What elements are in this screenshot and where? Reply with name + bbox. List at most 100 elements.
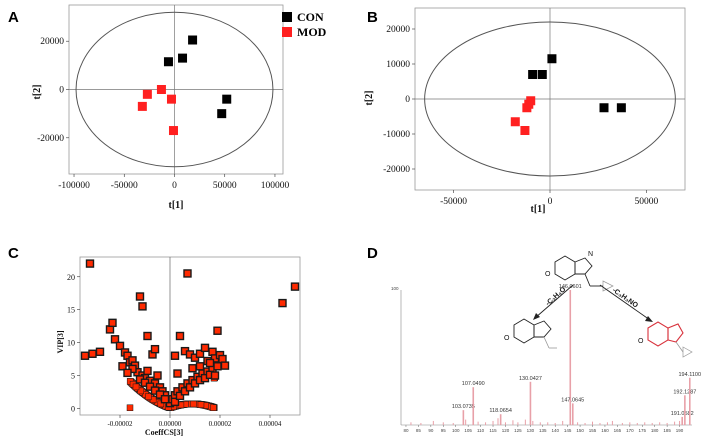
chart-a-legend: CON MOD [282,10,327,39]
left-pyrrole-ring [533,320,552,338]
chart-b-point-con [547,54,557,64]
chart-b-ytick-label: 20000 [386,25,410,35]
chart-c-point [170,351,180,360]
chart-c-point [160,395,170,404]
chart-d-xtick-label: 140 [551,428,559,433]
chart-a-xtick-label: -50000 [111,181,138,191]
chart-d-peak-label: 194.1100 [679,372,702,378]
chart-a-point-mod [142,89,152,99]
chart-d-peak-label: 130.0427 [519,376,542,382]
chart-d-xtick-label: 105 [464,428,472,433]
chart-c-xtick-label: -0.00002 [107,420,133,428]
chart-d-xtick-label: 185 [663,428,671,433]
chart-a-point-mod [156,85,166,94]
parent-pyrrole-ring [574,257,593,275]
panel-label-b: B [367,9,378,26]
chart-a-xtick-label: 0 [172,181,177,191]
chart-d-xtick-label: 165 [614,428,622,433]
chart-a-x-ticks: -100000 -50000 0 50000 100000 [58,174,289,191]
chart-d-xtick-label: 150 [576,428,584,433]
chart-d-xtick-label: 155 [589,428,597,433]
chart-a-point-con [217,109,227,119]
chart-c-xtick-label: 0.00000 [159,420,182,428]
chart-a-point-mod [168,126,178,136]
chart-c-point [123,368,132,378]
structure-parent: N O [545,251,614,292]
loss-label-right: -C₃H₃NO [611,287,640,310]
chart-d-peak-label: 118.0654 [489,408,512,414]
chart-a-point-mod [166,94,176,104]
chart-c-point [132,383,140,391]
chart-d-xtick-label: 120 [502,428,510,433]
chart-d-minor-peaks [410,418,681,425]
chart-c-point [173,369,182,378]
chart-c-point [145,393,152,400]
chart-c-point [205,358,215,368]
chart-b-xtick-label: -50000 [440,197,467,207]
chart-c-point [190,400,197,408]
chart-a-point-con [222,94,232,104]
right-carboxyl [682,346,693,358]
chart-a-point-con [178,53,188,63]
chart-d-xtick-label: 130 [527,428,535,433]
chart-b-point-mod [526,96,536,106]
chart-d-xtick-label: 85 [416,428,422,433]
chart-a-point-con [188,35,198,45]
chart-d-xtick-label: 100 [452,428,460,433]
chart-c-ytick-label: 15 [67,306,75,315]
chart-c-point [95,347,105,356]
legend-swatch-mod [282,27,292,37]
chart-d-xtick-label: 135 [539,428,547,433]
chart-c-ytick-label: 20 [67,273,75,282]
right-hydroxyl: O [638,338,644,345]
fragment-arrow-left-head [533,313,540,320]
chart-c-point [200,343,210,353]
chart-a-x-axis-label: t[1] [169,200,184,211]
chart-c-point [135,292,145,301]
fragment-arrow-right [599,284,651,321]
left-benzene-ring [513,318,535,344]
chart-b-y-ticks: 20000 10000 0 -10000 -20000 [383,25,415,175]
chart-d-xtick-label: 125 [514,428,522,433]
chart-a-y-ticks: 20000 0 -20000 [37,37,69,144]
chart-d-xtick-label: 190 [676,428,684,433]
chart-c-point [210,371,220,380]
fragment-arrow-left [534,284,574,319]
left-hydroxyl: O [504,335,510,342]
chart-d-peak-label: 107.0490 [462,381,485,387]
chart-b-point-con [599,103,609,113]
chart-b-ytick-label: 0 [405,95,410,105]
chart-b-xtick-label: 50000 [635,197,659,207]
chart-c-point [175,331,185,341]
chart-c-point [138,302,147,311]
chart-b-ytick-label: -10000 [383,130,410,140]
right-pyrrole-ring [667,323,684,343]
chart-a-ytick-label: 0 [59,86,64,96]
chart-d-labeled-peaks: 103.0735107.0490118.0654130.0427146.0601… [452,284,701,425]
chart-c-point [153,371,162,380]
parent-benzene-ring [554,255,576,281]
chart-d-xtick-label: 170 [626,428,634,433]
loss-label-left: -C₂H₄O [545,286,568,308]
chart-b-zero-lines [415,8,685,190]
chart-c-xtick-label: 0.00004 [259,420,282,428]
chart-c-point [220,361,230,370]
chart-d: 100 103.0735107.0490118.0654130.0427146.… [391,251,701,433]
panel-label-c: C [8,245,19,262]
chart-c-x-ticks: -0.00002 0.00000 0.00002 0.00004 [107,415,282,428]
fragment-arrow-right-head [645,316,653,322]
chart-c-ytick-label: 0 [71,404,75,413]
chart-c: 0 5 10 15 20 -0.00002 0.00000 0.00002 0.00004 C… [56,256,301,437]
chart-b-points [510,54,626,135]
chart-c-point [150,344,160,354]
chart-c-point [195,362,205,371]
panel-label-d: D [367,245,378,262]
chart-a-xtick-label: 50000 [213,181,237,191]
chart-c-point [118,362,127,371]
chart-a-point-con [163,57,173,67]
chart-c-point [143,366,152,376]
chart-a: 20000 0 -20000 -100000 -50000 0 50000 100000 t… [32,4,327,211]
chart-a-xtick-label: 100000 [261,181,290,191]
chart-c-point [126,404,134,412]
parent-nitrogen: N [588,251,593,258]
